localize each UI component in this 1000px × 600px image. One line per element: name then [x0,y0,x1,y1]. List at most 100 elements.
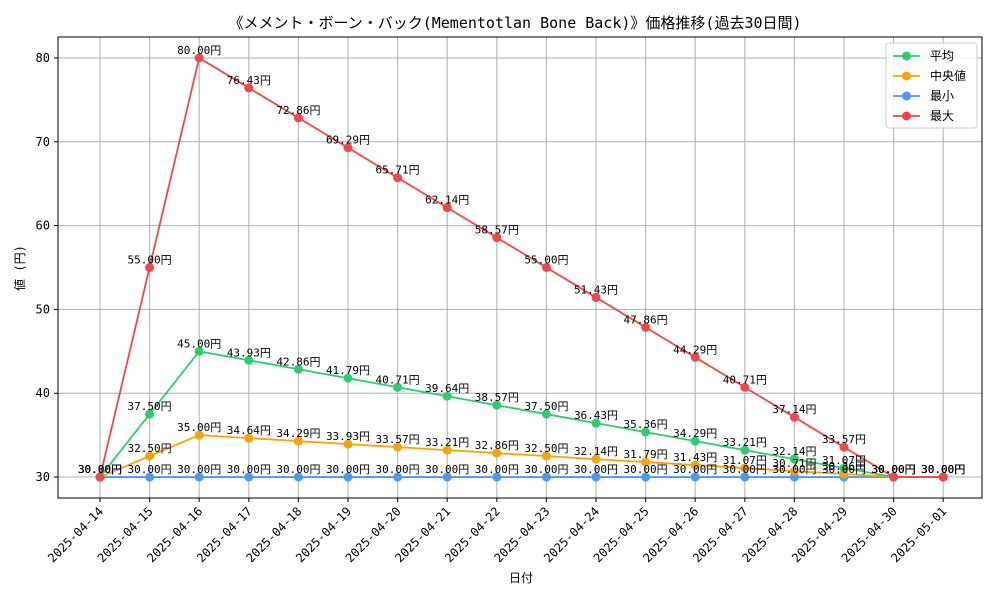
plot-frame [57,36,983,499]
data-label: 32.86円 [475,439,519,452]
y-tick-label: 60 [36,219,50,233]
data-point [244,83,254,93]
x-axis: 2025-04-142025-04-152025-04-162025-04-17… [45,498,949,565]
data-point [541,472,551,482]
data-label: 30.00円 [425,463,469,476]
data-label: 39.64円 [425,382,469,395]
data-label: 40.71円 [376,373,420,386]
data-label: 62.14円 [425,194,469,207]
data-point [789,412,799,422]
series-group [95,53,948,482]
data-label: 30.00円 [921,463,965,476]
data-label: 30.00円 [78,463,122,476]
data-label: 30.00円 [227,463,271,476]
data-point [194,53,204,63]
data-label: 30.00円 [822,463,866,476]
data-point [591,472,601,482]
data-point [789,454,799,464]
data-point [492,233,502,243]
data-point [145,263,155,272]
data-label: 37.50円 [128,400,172,413]
data-point [194,472,204,482]
legend-box [885,42,978,129]
data-point [541,263,551,272]
data-point [492,400,502,410]
data-point [393,173,403,183]
data-label: 32.50円 [128,442,172,455]
data-label: 31.43円 [673,451,717,464]
data-label: 32.14円 [574,445,618,458]
data-label: 30.00円 [624,463,668,476]
data-label: 33.21円 [723,436,767,449]
series-line [99,350,944,478]
data-label: 30.00円 [78,463,122,476]
data-point [293,364,303,374]
x-axis-label: 日付 [509,571,533,585]
data-point [293,472,303,482]
data-point [145,472,155,482]
data-label: 44.29円 [673,343,717,356]
data-point [194,430,204,440]
data-point [442,472,452,482]
data-label: 32.14円 [772,445,816,458]
data-label: 45.00円 [177,337,221,350]
data-point [591,418,601,428]
data-label: 30.00円 [524,463,568,476]
data-label: 30.00円 [921,463,965,476]
data-label: 30.00円 [326,463,370,476]
legend-swatch-marker [902,111,911,121]
data-label: 72.86円 [276,104,320,117]
data-label: 30.00円 [921,463,965,476]
data-label: 35.00円 [177,421,221,434]
data-point [393,472,403,482]
data-label: 55.00円 [128,254,172,267]
data-point [541,451,551,461]
data-label: 37.50円 [524,400,568,413]
data-point [442,391,452,401]
data-label: 30.00円 [723,463,767,476]
data-point [641,322,651,332]
data-label: 33.57円 [376,433,420,446]
data-point [244,355,254,365]
data-label: 30.00円 [921,463,965,476]
data-point [343,472,353,482]
data-label: 30.00円 [475,463,519,476]
data-label: 30.00円 [574,463,618,476]
data-point [293,436,303,446]
data-label: 51.43円 [574,283,618,296]
series-line [99,434,944,478]
data-point [740,445,750,455]
data-point [740,463,750,473]
data-point [789,466,799,476]
legend-label: 中央値 [930,68,966,83]
data-point [194,346,204,356]
data-label: 30.00円 [872,463,916,476]
data-label: 55.00円 [524,254,568,267]
data-label: 30.00円 [673,463,717,476]
data-label: 37.14円 [772,403,816,416]
data-point [343,373,353,383]
y-tick-label: 80 [36,51,50,65]
data-point [492,472,502,482]
legend-swatch-marker [902,91,911,101]
data-point [889,472,899,482]
legend-label: 最小 [930,89,954,103]
legend-label: 最大 [930,109,954,123]
data-point [690,436,700,446]
data-labels: 30.00円 30.00円 30.00円 30.00円 30.00円 30.00円 30.0… [78,44,965,476]
data-point [690,472,700,482]
data-point [690,352,700,362]
data-point [690,460,700,470]
data-label: 47.86円 [624,313,668,326]
data-point [492,448,502,458]
y-tick-label: 30 [36,470,50,484]
legend-swatch-marker [902,51,911,61]
data-label: 30.00円 [872,463,916,476]
data-point [740,382,750,392]
data-label: 80.00円 [177,44,221,57]
data-point [591,292,601,302]
data-label: 58.57円 [475,224,519,237]
y-tick-label: 40 [36,386,50,400]
